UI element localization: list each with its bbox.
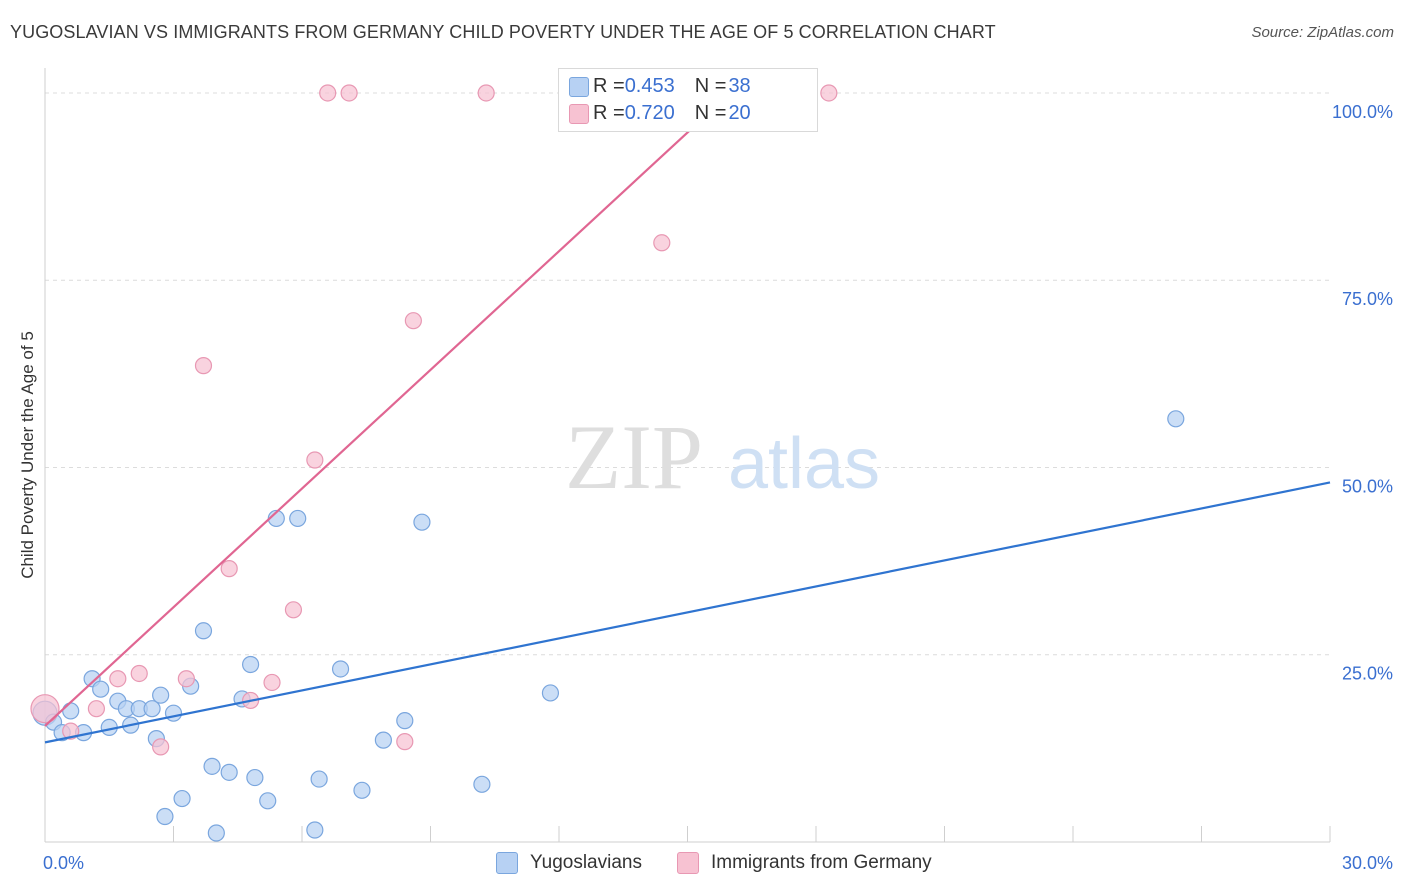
trend-line-yugoslavians — [44, 481, 1331, 744]
yugoslavians-point — [413, 513, 431, 531]
germany-point — [87, 700, 106, 718]
yugoslavians-point — [242, 655, 260, 674]
y-tick-label: 75.0% — [1342, 289, 1393, 309]
yugoslavians-point — [194, 622, 213, 640]
yugoslavians-point — [306, 821, 324, 839]
yugoslavians-point — [92, 680, 110, 698]
legend-n-value: 20 — [728, 101, 751, 124]
yugoslavians-point — [62, 702, 80, 720]
yugoslavians-point — [374, 731, 392, 749]
legend-r-label: R = — [593, 101, 625, 124]
legend-r-value: 0.453 — [624, 74, 675, 97]
legend-row-germany: R = 0.720 N = 20 — [569, 100, 751, 126]
germany-point — [306, 451, 324, 469]
source-credit: Source: ZipAtlas.com — [1251, 24, 1394, 41]
x-tick-label: 30.0% — [1342, 853, 1393, 873]
series-immigrants-from-germany — [30, 84, 838, 756]
yugoslavians-point — [164, 704, 183, 722]
germany-point — [109, 670, 127, 688]
y-tick-label: 50.0% — [1342, 476, 1393, 496]
y-tick-label: 100.0% — [1332, 102, 1393, 122]
legend-swatch-yugoslavians — [496, 852, 518, 874]
yugoslavians-point — [207, 824, 225, 842]
legend-n-value: 38 — [728, 74, 751, 97]
yugoslavians-point — [143, 700, 161, 718]
germany-point — [340, 84, 358, 102]
y-tick-label: 25.0% — [1342, 664, 1393, 684]
legend-label-germany: Immigrants from Germany — [711, 852, 932, 873]
yugoslavians-point — [203, 757, 221, 775]
watermark-zip: ZIP — [565, 406, 703, 508]
yugoslavians-point — [1167, 410, 1185, 428]
germany-point — [477, 84, 495, 102]
yugoslavians-point — [541, 684, 560, 702]
watermark-atlas: atlas — [728, 424, 880, 504]
tick-labels: 25.0% 50.0% 75.0% 100.0% 0.0% 30.0% — [43, 102, 1393, 873]
legend-n-label: N = — [694, 101, 727, 124]
germany-point — [220, 560, 238, 578]
germany-point — [152, 738, 170, 756]
germany-point — [653, 234, 671, 252]
germany-point — [396, 733, 414, 751]
legend-r-value: 0.720 — [624, 101, 675, 124]
germany-point — [404, 312, 422, 330]
legend-r-label: R = — [593, 74, 625, 97]
yugoslavians-point — [289, 509, 307, 528]
germany-point — [130, 664, 148, 683]
yugoslavians-point — [246, 768, 264, 787]
legend-label-yugoslavians: Yugoslavians — [530, 852, 642, 873]
yugoslavians-point — [152, 686, 170, 704]
germany-point — [820, 84, 838, 102]
chart-title: YUGOSLAVIAN VS IMMIGRANTS FROM GERMANY C… — [10, 22, 996, 42]
germany-point — [319, 84, 337, 102]
germany-point — [62, 722, 80, 740]
gridlines — [45, 92, 1330, 656]
trend-line-germany — [44, 92, 732, 727]
yugoslavians-point — [331, 660, 350, 678]
yugoslavians-point — [173, 789, 191, 808]
legend-n-label: N = — [694, 74, 727, 97]
yugoslavians-point — [396, 712, 414, 730]
yugoslavians-point — [259, 792, 277, 810]
yugoslavians-point — [473, 775, 491, 793]
trend-lines — [44, 92, 1331, 744]
correlation-legend: R = 0.453 N = 38 R = 0.720 N = 20 — [558, 68, 818, 132]
germany-point — [30, 694, 60, 724]
series-legend: Yugoslavians Immigrants from Germany — [0, 852, 1406, 878]
legend-item-germany: Immigrants from Germany — [677, 852, 932, 874]
legend-swatch-germany — [677, 852, 699, 874]
yugoslavians-point — [156, 807, 174, 826]
legend-item-yugoslavians: Yugoslavians — [496, 852, 642, 874]
watermark: ZIP atlas — [565, 406, 880, 508]
yugoslavians-point — [353, 781, 371, 799]
germany-point — [284, 601, 303, 619]
germany-point — [263, 673, 281, 692]
germany-point — [194, 357, 213, 375]
germany-point — [177, 670, 195, 688]
x-tick-label: 0.0% — [43, 853, 84, 873]
yugoslavians-point — [310, 770, 328, 788]
legend-swatch-yugoslavians — [569, 77, 589, 97]
yugoslavians-point — [220, 763, 238, 781]
legend-swatch-germany — [569, 104, 589, 124]
legend-row-yugoslavians: R = 0.453 N = 38 — [569, 73, 751, 99]
